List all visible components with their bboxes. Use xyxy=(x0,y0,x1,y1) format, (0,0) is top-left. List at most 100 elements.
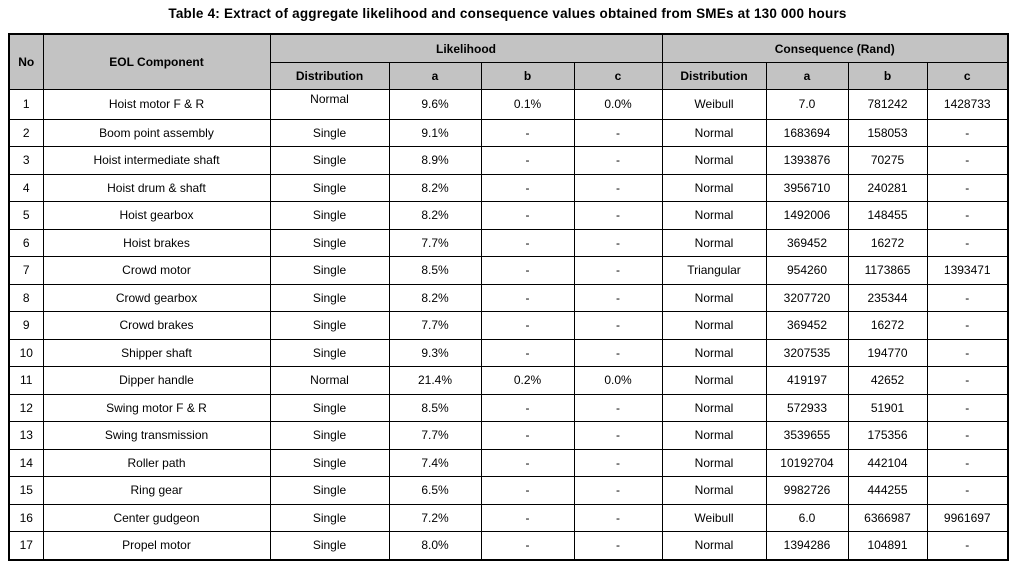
likelihood-b-cell: - xyxy=(480,448,575,477)
eol-component-cell: Hoist gearbox xyxy=(42,201,271,230)
consequence-b-cell: 444255 xyxy=(847,476,928,505)
likelihood-distribution-cell: Single xyxy=(269,338,390,367)
consequence-b-cell: 235344 xyxy=(847,283,928,312)
likelihood-distribution-cell: Single xyxy=(269,283,390,312)
consequence-a-cell: 3539655 xyxy=(765,421,849,450)
table-row: 12 Swing motor F & R Single 8.5% - - Nor… xyxy=(8,393,1009,422)
consequence-c-cell: - xyxy=(926,228,1009,257)
likelihood-distribution-cell: Single xyxy=(269,393,390,422)
consequence-a-cell: 954260 xyxy=(765,256,849,285)
consequence-c-cell: - xyxy=(926,531,1009,560)
likelihood-b-cell: - xyxy=(480,228,575,257)
consequence-distribution-cell: Normal xyxy=(661,173,767,202)
consequence-a-cell: 10192704 xyxy=(765,448,849,477)
header-likelihood-c: c xyxy=(573,62,663,90)
likelihood-a-cell: 8.5% xyxy=(388,256,482,285)
likelihood-a-cell: 9.6% xyxy=(388,89,482,120)
row-number-cell: 10 xyxy=(8,338,44,367)
consequence-distribution-cell: Normal xyxy=(661,366,767,395)
row-number-cell: 9 xyxy=(8,311,44,340)
likelihood-a-cell: 9.1% xyxy=(388,118,482,147)
consequence-c-cell: - xyxy=(926,311,1009,340)
consequence-a-cell: 6.0 xyxy=(765,503,849,532)
table-row: 10 Shipper shaft Single 9.3% - - Normal … xyxy=(8,338,1009,367)
header-consequence-b: b xyxy=(847,62,928,90)
likelihood-c-cell: - xyxy=(573,503,663,532)
likelihood-distribution-cell: Single xyxy=(269,421,390,450)
likelihood-distribution-cell: Single xyxy=(269,311,390,340)
likelihood-c-cell: - xyxy=(573,311,663,340)
likelihood-c-cell: - xyxy=(573,531,663,560)
likelihood-c-cell: 0.0% xyxy=(573,89,663,120)
eol-component-cell: Crowd brakes xyxy=(42,311,271,340)
eol-component-cell: Hoist brakes xyxy=(42,228,271,257)
consequence-b-cell: 51901 xyxy=(847,393,928,422)
likelihood-a-cell: 8.5% xyxy=(388,393,482,422)
row-number-cell: 11 xyxy=(8,366,44,395)
consequence-b-cell: 70275 xyxy=(847,146,928,175)
consequence-b-cell: 194770 xyxy=(847,338,928,367)
consequence-a-cell: 1393876 xyxy=(765,146,849,175)
consequence-distribution-cell: Normal xyxy=(661,338,767,367)
likelihood-c-cell: - xyxy=(573,393,663,422)
likelihood-distribution-cell: Normal xyxy=(269,89,390,120)
consequence-a-cell: 7.0 xyxy=(765,89,849,120)
row-number-cell: 3 xyxy=(8,146,44,175)
likelihood-b-cell: - xyxy=(480,338,575,367)
header-group-row: No EOL Component Likelihood Consequence … xyxy=(8,33,1009,90)
consequence-c-cell: - xyxy=(926,393,1009,422)
likelihood-b-cell: - xyxy=(480,118,575,147)
consequence-distribution-cell: Normal xyxy=(661,146,767,175)
likelihood-distribution-cell: Single xyxy=(269,173,390,202)
likelihood-distribution-cell: Single xyxy=(269,503,390,532)
consequence-distribution-cell: Weibull xyxy=(661,503,767,532)
likelihood-a-cell: 8.2% xyxy=(388,173,482,202)
consequence-b-cell: 16272 xyxy=(847,228,928,257)
likelihood-distribution-cell: Single xyxy=(269,531,390,560)
likelihood-a-cell: 7.4% xyxy=(388,448,482,477)
header-sub-row: Distribution a b c Distribution a b c xyxy=(9,62,1009,90)
consequence-distribution-cell: Normal xyxy=(661,201,767,230)
header-no: No xyxy=(8,33,44,90)
consequence-b-cell: 16272 xyxy=(847,311,928,340)
consequence-distribution-cell: Normal xyxy=(661,476,767,505)
consequence-a-cell: 572933 xyxy=(765,393,849,422)
consequence-distribution-cell: Normal xyxy=(661,448,767,477)
header-likelihood-distribution: Distribution xyxy=(269,62,390,90)
likelihood-a-cell: 8.9% xyxy=(388,146,482,175)
header-likelihood-b: b xyxy=(480,62,575,90)
consequence-b-cell: 104891 xyxy=(847,531,928,560)
consequence-distribution-cell: Normal xyxy=(661,283,767,312)
likelihood-b-cell: - xyxy=(480,531,575,560)
consequence-c-cell: - xyxy=(926,118,1009,147)
table-row: 6 Hoist brakes Single 7.7% - - Normal 36… xyxy=(8,228,1009,257)
consequence-distribution-cell: Normal xyxy=(661,228,767,257)
eol-component-cell: Crowd gearbox xyxy=(42,283,271,312)
likelihood-c-cell: - xyxy=(573,228,663,257)
eol-component-cell: Center gudgeon xyxy=(42,503,271,532)
likelihood-a-cell: 7.2% xyxy=(388,503,482,532)
eol-component-cell: Hoist motor F & R xyxy=(42,89,271,120)
eol-component-cell: Dipper handle xyxy=(42,366,271,395)
header-consequence-c: c xyxy=(926,62,1009,90)
header-likelihood-a: a xyxy=(388,62,482,90)
table-row: 8 Crowd gearbox Single 8.2% - - Normal 3… xyxy=(8,283,1009,312)
row-number-cell: 1 xyxy=(8,89,44,120)
consequence-a-cell: 1394286 xyxy=(765,531,849,560)
row-number-cell: 14 xyxy=(8,448,44,477)
consequence-a-cell: 369452 xyxy=(765,228,849,257)
table-row: 9 Crowd brakes Single 7.7% - - Normal 36… xyxy=(8,311,1009,340)
eol-component-cell: Swing motor F & R xyxy=(42,393,271,422)
likelihood-c-cell: - xyxy=(573,338,663,367)
eol-component-cell: Hoist intermediate shaft xyxy=(42,146,271,175)
table-body: 1 Hoist motor F & R Normal 9.6% 0.1% 0.0… xyxy=(8,89,1009,560)
table-row: 1 Hoist motor F & R Normal 9.6% 0.1% 0.0… xyxy=(8,89,1009,120)
row-number-cell: 15 xyxy=(8,476,44,505)
consequence-a-cell: 419197 xyxy=(765,366,849,395)
consequence-b-cell: 158053 xyxy=(847,118,928,147)
likelihood-b-cell: - xyxy=(480,146,575,175)
likelihood-c-cell: - xyxy=(573,421,663,450)
eol-component-cell: Roller path xyxy=(42,448,271,477)
likelihood-b-cell: - xyxy=(480,311,575,340)
likelihood-c-cell: - xyxy=(573,256,663,285)
